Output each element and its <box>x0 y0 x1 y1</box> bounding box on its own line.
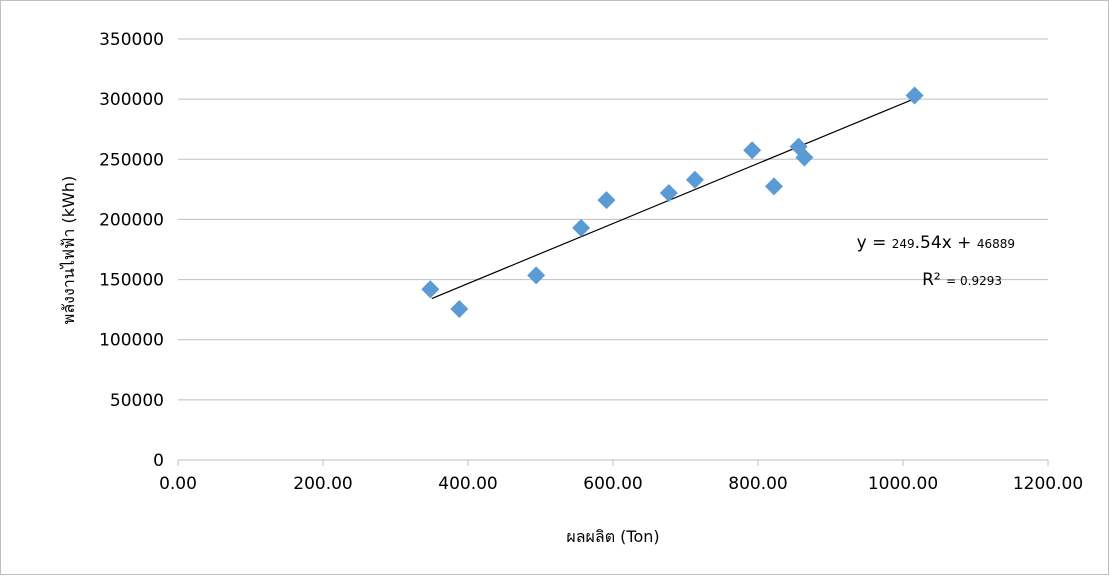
y-tick-label: 100000 <box>99 331 164 351</box>
data-point <box>685 170 704 189</box>
y-tick-label: 200000 <box>99 210 164 230</box>
x-tick-label: 400.00 <box>438 474 497 494</box>
data-point <box>421 280 440 299</box>
data-point <box>659 183 678 202</box>
x-axis-title: ผลผลิต (Ton) <box>566 527 659 546</box>
equation-slope-dec: .54x + <box>915 233 977 253</box>
x-tick-label: 600.00 <box>583 474 642 494</box>
x-tick-labels: 0.00 200.00 400.00 600.00 800.00 1000.00 1200.… <box>159 460 1083 494</box>
data-point <box>764 177 783 196</box>
trendline-r-squared: R² = 0.9293 <box>922 270 1002 290</box>
trendline-layer <box>431 98 915 300</box>
data-point <box>795 148 814 167</box>
trendline <box>431 98 915 300</box>
data-point <box>743 141 762 160</box>
y-tick-label: 50000 <box>110 391 164 411</box>
x-tick-label: 200.00 <box>293 474 352 494</box>
data-point <box>450 300 469 319</box>
data-point <box>572 218 591 237</box>
trendline-equation: y = 249.54x + 46889 <box>857 233 1015 253</box>
y-tick-label: 150000 <box>99 271 164 291</box>
data-point <box>597 191 616 210</box>
data-points <box>421 86 924 319</box>
y-tick-label: 350000 <box>99 30 164 50</box>
y-tick-label: 250000 <box>99 150 164 170</box>
y-tick-label: 300000 <box>99 90 164 110</box>
y-axis-title: พลังงานไฟฟ้า (kWh) <box>59 176 78 324</box>
y-tick-labels: 0 50000 100000 150000 200000 250000 300000 3500… <box>99 30 164 471</box>
x-tick-label: 800.00 <box>728 474 787 494</box>
x-tick-label: 1200.00 <box>1013 474 1083 494</box>
x-tick-label: 0.00 <box>159 474 197 494</box>
gridlines <box>178 38 1048 401</box>
r-squared-value: = 0.9293 <box>946 274 1002 288</box>
data-point <box>905 86 924 105</box>
equation-slope-int: 249 <box>892 237 915 251</box>
x-tick-label: 1000.00 <box>868 474 938 494</box>
data-point <box>527 266 546 285</box>
y-tick-label: 0 <box>153 451 164 471</box>
r-squared-label: R² <box>922 270 946 290</box>
equation-y-prefix: y = <box>857 233 892 253</box>
equation-intercept: 46889 <box>977 237 1015 251</box>
